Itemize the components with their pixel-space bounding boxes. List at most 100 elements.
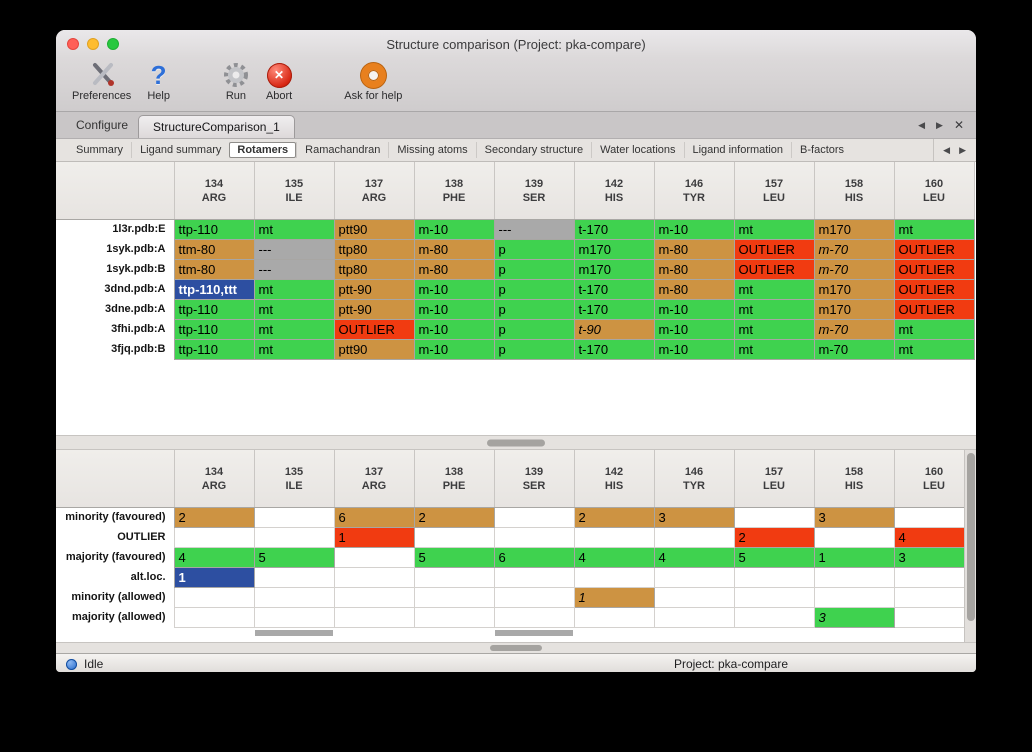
rotamer-cell[interactable]: m-80	[653, 259, 735, 280]
rotamer-cell[interactable]: m170	[813, 219, 895, 240]
empty-cell[interactable]	[333, 587, 415, 608]
rotamer-cell[interactable]: m-10	[413, 279, 495, 300]
row-label[interactable]: alt.loc.	[56, 567, 174, 588]
rotamer-cell[interactable]: ttp80	[333, 239, 415, 260]
column-header-157[interactable]: 157 LEU	[734, 450, 815, 508]
empty-cell[interactable]	[573, 527, 655, 548]
column-header-146[interactable]: 146 TYR	[654, 162, 735, 220]
subtab-ligand-summary[interactable]: Ligand summary	[131, 142, 229, 158]
rotamer-cell[interactable]: 5	[413, 547, 495, 568]
column-header-135[interactable]: 135 ILE	[254, 450, 335, 508]
column-header-157[interactable]: 157 LEU	[734, 162, 815, 220]
rotamer-cell[interactable]: t-170	[573, 279, 655, 300]
run-button[interactable]: Run	[214, 60, 258, 102]
ask-for-help-button[interactable]: Ask for help	[336, 60, 410, 102]
close-window-button[interactable]	[67, 38, 79, 50]
rotamer-cell[interactable]: ptt-90	[333, 299, 415, 320]
column-header-137[interactable]: 137 ARG	[334, 162, 415, 220]
column-header-137[interactable]: 137 ARG	[334, 450, 415, 508]
rotamer-cell[interactable]: m-80	[413, 239, 495, 260]
column-header-146[interactable]: 146 TYR	[654, 450, 735, 508]
empty-cell[interactable]	[173, 587, 255, 608]
rotamer-cell[interactable]: OUTLIER	[893, 239, 975, 260]
bottom-splitter-handle[interactable]	[490, 645, 542, 651]
vertical-scrollbar[interactable]	[964, 450, 976, 642]
rotamer-cell[interactable]: mt	[253, 279, 335, 300]
rotamer-cell[interactable]: m-70	[813, 319, 895, 340]
rotamer-cell[interactable]: m-10	[653, 319, 735, 340]
rotamer-cell[interactable]: 4	[173, 547, 255, 568]
rotamer-cell[interactable]: m-80	[653, 279, 735, 300]
empty-cell[interactable]	[253, 587, 335, 608]
rotamer-cell[interactable]: mt	[733, 339, 815, 360]
abort-button[interactable]: Abort	[258, 60, 300, 102]
rotamer-cell[interactable]: OUTLIER	[893, 299, 975, 320]
rotamer-cell[interactable]: t-170	[573, 299, 655, 320]
rotamer-cell[interactable]: m-70	[813, 259, 895, 280]
empty-cell[interactable]	[493, 607, 575, 628]
tab-scroll-right-icon[interactable]	[936, 121, 943, 130]
row-label[interactable]: majority (favoured)	[56, 547, 174, 568]
rotamer-cell[interactable]: 2	[573, 507, 655, 528]
rotamer-cell[interactable]: m-70	[813, 239, 895, 260]
rotamer-cell[interactable]: p	[493, 239, 575, 260]
rotamer-cell[interactable]: ttp80	[333, 259, 415, 280]
empty-cell[interactable]	[493, 507, 575, 528]
rotamer-cell[interactable]: ptt90	[333, 339, 415, 360]
empty-cell[interactable]	[813, 587, 895, 608]
empty-cell[interactable]	[333, 547, 415, 568]
rotamer-cell[interactable]: ttp-110	[173, 319, 255, 340]
row-label[interactable]: 3dnd.pdb:A	[56, 279, 174, 300]
row-label[interactable]: majority (allowed)	[56, 607, 174, 628]
empty-cell[interactable]	[173, 527, 255, 548]
rotamer-cell[interactable]: m-10	[413, 319, 495, 340]
rotamer-cell[interactable]: m170	[813, 299, 895, 320]
rotamer-cell[interactable]: mt	[253, 339, 335, 360]
empty-cell[interactable]	[173, 607, 255, 628]
rotamer-cell[interactable]: mt	[733, 319, 815, 340]
rotamer-cell[interactable]: ---	[253, 239, 335, 260]
empty-cell[interactable]	[733, 507, 815, 528]
row-label[interactable]: OUTLIER	[56, 527, 174, 548]
empty-cell[interactable]	[493, 527, 575, 548]
row-label[interactable]: minority (favoured)	[56, 507, 174, 528]
rotamer-cell[interactable]: p	[493, 259, 575, 280]
rotamer-cell[interactable]: ---	[253, 259, 335, 280]
rotamer-cell[interactable]: mt	[893, 339, 975, 360]
row-label[interactable]: 1l3r.pdb:E	[56, 219, 174, 240]
minimize-window-button[interactable]	[87, 38, 99, 50]
rotamer-cell[interactable]: OUTLIER	[893, 259, 975, 280]
rotamer-cell[interactable]: 3	[813, 607, 895, 628]
rotamer-cell[interactable]: OUTLIER	[733, 259, 815, 280]
rotamer-cell[interactable]: m170	[813, 279, 895, 300]
subtab-rotamers[interactable]: Rotamers	[229, 142, 297, 158]
column-header-135[interactable]: 135 ILE	[254, 162, 335, 220]
rotamer-cell[interactable]: m-10	[653, 339, 735, 360]
rotamer-cell[interactable]: m-80	[413, 259, 495, 280]
rotamer-cell[interactable]: p	[493, 339, 575, 360]
column-header-134[interactable]: 134 ARG	[174, 450, 255, 508]
tab-configure[interactable]: Configure	[76, 118, 129, 132]
rotamer-cell[interactable]: 4	[653, 547, 735, 568]
rotamer-cell[interactable]: ---	[493, 219, 575, 240]
rotamer-cell[interactable]: 5	[253, 547, 335, 568]
rotamer-cell[interactable]: m-10	[653, 299, 735, 320]
column-header-160[interactable]: 160 LEU	[894, 450, 965, 508]
empty-cell[interactable]	[253, 607, 335, 628]
rotamer-cell[interactable]: ttm-80	[173, 259, 255, 280]
rotamer-cell[interactable]: 4	[573, 547, 655, 568]
empty-cell[interactable]	[253, 567, 335, 588]
rotamer-cell[interactable]: 4	[893, 527, 965, 548]
tab-close-icon[interactable]	[954, 118, 964, 132]
preferences-button[interactable]: Preferences	[64, 60, 139, 102]
rotamer-cell[interactable]: m-80	[653, 239, 735, 260]
rotamer-cell[interactable]: 3	[813, 507, 895, 528]
zoom-window-button[interactable]	[107, 38, 119, 50]
rotamer-cell[interactable]: 2	[413, 507, 495, 528]
empty-cell[interactable]	[413, 527, 495, 548]
rotamer-cell[interactable]: ptt-90	[333, 279, 415, 300]
empty-cell[interactable]	[733, 607, 815, 628]
rotamer-cell[interactable]: t-170	[573, 219, 655, 240]
empty-cell[interactable]	[653, 527, 735, 548]
rotamer-cell[interactable]: mt	[733, 219, 815, 240]
